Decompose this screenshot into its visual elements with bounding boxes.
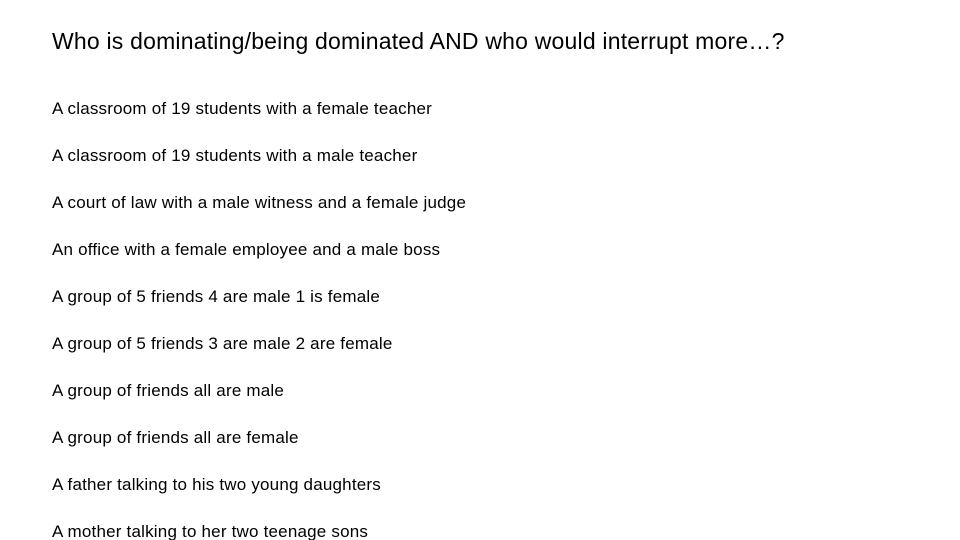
slide-title: Who is dominating/being dominated AND wh… <box>52 28 960 55</box>
list-item: A group of 5 friends 3 are male 2 are fe… <box>52 334 960 354</box>
list-item: A father talking to his two young daught… <box>52 475 960 495</box>
slide-container: Who is dominating/being dominated AND wh… <box>0 0 960 540</box>
list-item: A group of friends all are female <box>52 428 960 448</box>
list-item: A group of 5 friends 4 are male 1 is fem… <box>52 287 960 307</box>
list-item: A classroom of 19 students with a male t… <box>52 146 960 166</box>
list-item: An office with a female employee and a m… <box>52 240 960 260</box>
list-item: A mother talking to her two teenage sons <box>52 522 960 540</box>
list-item: A group of friends all are male <box>52 381 960 401</box>
list-item: A court of law with a male witness and a… <box>52 193 960 213</box>
items-list: A classroom of 19 students with a female… <box>52 99 960 540</box>
list-item: A classroom of 19 students with a female… <box>52 99 960 119</box>
